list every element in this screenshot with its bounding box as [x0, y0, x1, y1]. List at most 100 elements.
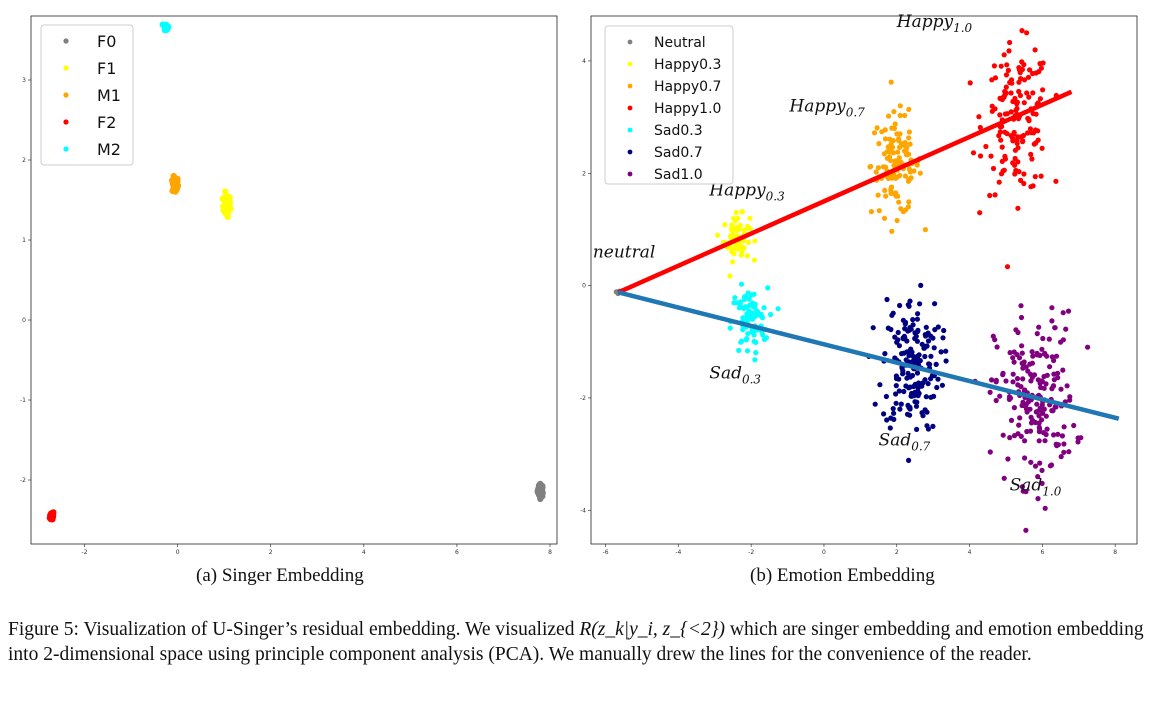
- data-point: [940, 335, 946, 341]
- data-point: [915, 311, 921, 317]
- data-point: [941, 327, 947, 334]
- data-point: [905, 370, 911, 376]
- data-point: [886, 149, 892, 155]
- data-point: [1006, 396, 1013, 402]
- data-point: [731, 300, 737, 306]
- data-point: [750, 310, 756, 316]
- data-point: [915, 327, 921, 333]
- data-point: [1042, 505, 1048, 511]
- data-point: [992, 192, 998, 198]
- data-point: [1022, 438, 1028, 444]
- data-point: [928, 333, 934, 339]
- data-point: [913, 403, 920, 409]
- data-point: [775, 306, 781, 312]
- data-point: [993, 377, 999, 383]
- data-point: [905, 302, 911, 308]
- data-point: [935, 376, 941, 382]
- data-point: [1014, 137, 1020, 143]
- data-point: [1036, 429, 1042, 435]
- data-point: [745, 310, 751, 316]
- data-point: [875, 165, 882, 171]
- data-point: [1034, 352, 1040, 358]
- data-point: [765, 285, 771, 291]
- x-tick-label: 4: [362, 549, 366, 556]
- data-point: [1020, 139, 1026, 145]
- data-point: [1050, 408, 1056, 414]
- data-point: [893, 383, 899, 389]
- data-point: [998, 63, 1004, 69]
- data-point: [1061, 441, 1067, 447]
- legend-label: Happy1.0: [654, 101, 721, 117]
- data-point: [976, 114, 982, 120]
- data-point: [915, 353, 921, 359]
- y-tick-label: -2: [580, 395, 586, 402]
- data-point: [992, 106, 998, 112]
- data-point: [881, 215, 888, 221]
- data-point: [1053, 353, 1060, 359]
- y-tick-label: 2: [582, 170, 586, 177]
- data-point: [890, 406, 896, 412]
- x-tick-label: 2: [269, 549, 273, 556]
- data-point: [922, 377, 928, 383]
- data-point: [1010, 379, 1016, 385]
- data-point: [1085, 344, 1091, 350]
- y-tick-label: 0: [22, 317, 26, 324]
- data-point: [935, 324, 941, 330]
- annotation-sad-03: Sad0.3: [709, 363, 761, 386]
- data-point: [1017, 92, 1024, 99]
- data-point: [1012, 155, 1018, 162]
- data-point: [883, 193, 889, 199]
- data-point: [730, 259, 736, 265]
- data-point: [1033, 140, 1039, 146]
- annotation-neutral: neutral: [593, 243, 656, 263]
- figure: -2 0 2 4 6 8 -2 -1 0 1 2 3 F0 F1 M1 F2 M2 -6 -4 -2 0 2 4 6 8 -4 -2…: [20, 12, 1138, 556]
- data-point: [1028, 414, 1034, 420]
- data-point: [885, 144, 891, 150]
- data-point: [907, 169, 914, 175]
- data-point: [1025, 130, 1031, 136]
- data-point: [1019, 66, 1025, 73]
- data-point: [875, 192, 881, 198]
- data-point: [1015, 431, 1021, 437]
- data-point: [1007, 435, 1013, 441]
- data-point: [744, 253, 751, 259]
- x-tick-label: 8: [1113, 549, 1117, 556]
- data-point: [928, 376, 934, 382]
- data-point: [983, 143, 989, 150]
- chart-panel-b: -6 -4 -2 0 2 4 6 8 -4 -2 0 2 4 neutral Happy0.3 Happy0.…: [580, 12, 1138, 556]
- data-point: [1000, 94, 1006, 101]
- data-point: [917, 301, 923, 307]
- data-point: [1018, 177, 1024, 183]
- data-point: [893, 190, 899, 196]
- data-point: [760, 332, 766, 338]
- data-point: [731, 251, 737, 257]
- data-point: [727, 273, 733, 279]
- data-point: [914, 426, 920, 432]
- legend-marker: [627, 105, 633, 111]
- data-point: [1037, 61, 1043, 67]
- legend-box: [604, 25, 734, 185]
- data-point: [1021, 77, 1028, 83]
- data-point: [919, 410, 925, 416]
- data-point: [1024, 90, 1030, 96]
- data-point: [1066, 449, 1072, 455]
- caption-math: R(z_k|y_i, z_{<2}): [579, 619, 725, 640]
- data-point: [990, 333, 996, 339]
- data-point: [1005, 67, 1012, 73]
- data-point: [876, 141, 882, 147]
- data-point: [1021, 62, 1027, 68]
- data-point: [1020, 132, 1027, 139]
- data-point: [905, 204, 912, 210]
- data-point: [760, 315, 766, 321]
- data-point: [893, 175, 899, 181]
- caption-lead: Figure 5: Visualization of U-Singer’s re…: [8, 619, 580, 640]
- data-point: [928, 394, 934, 400]
- data-point: [1034, 331, 1040, 337]
- data-point: [1016, 79, 1022, 85]
- data-point: [991, 63, 998, 69]
- data-point: [745, 331, 751, 337]
- data-point: [1006, 48, 1012, 54]
- data-point: [1026, 116, 1032, 122]
- data-point: [924, 343, 930, 349]
- x-tick-label: -2: [748, 549, 754, 556]
